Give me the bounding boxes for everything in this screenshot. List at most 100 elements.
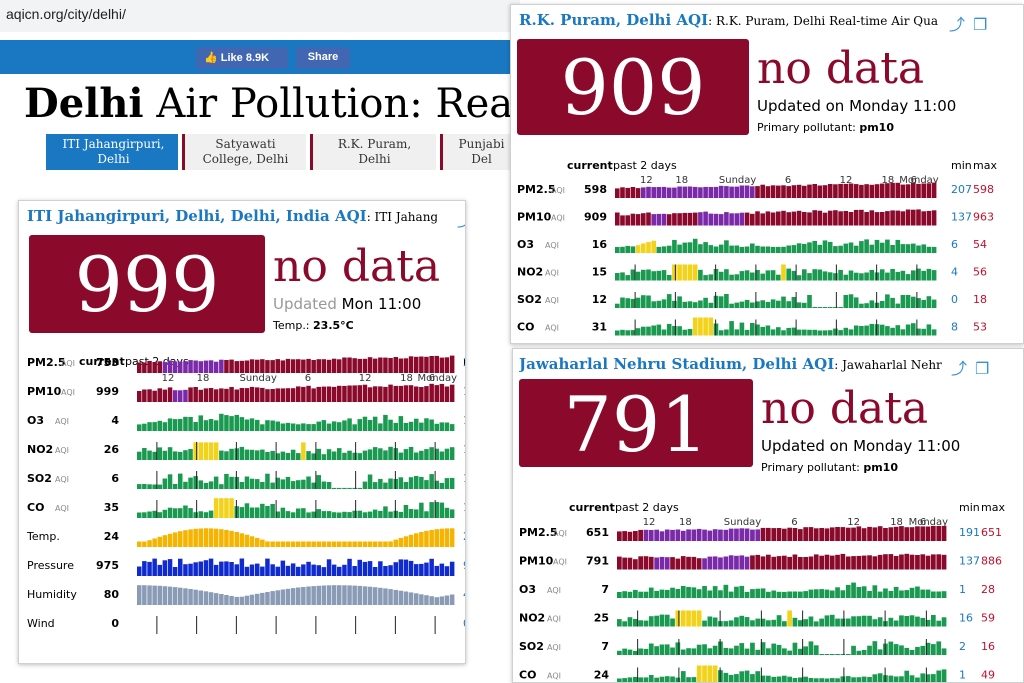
current-value: 999	[96, 385, 119, 398]
history-bar	[864, 212, 869, 226]
history-bar	[342, 564, 347, 576]
history-bar	[707, 530, 713, 541]
history-bar	[347, 418, 352, 431]
station-title[interactable]: R.K. Puram, Delhi AQI: R.K. Puram, Delhi…	[519, 11, 949, 29]
history-bar	[864, 325, 869, 336]
station-title[interactable]: ITI Jahangirpuri, Delhi, Delhi, India AQ…	[27, 207, 437, 225]
tab-line2: Del	[471, 152, 492, 166]
tab-line1: R.K. Puram,	[337, 137, 412, 151]
history-bar	[444, 357, 450, 373]
history-bar	[424, 449, 429, 460]
history-bar	[352, 452, 357, 460]
history-bar	[696, 665, 702, 682]
history-bar	[651, 301, 656, 308]
history-bar	[648, 530, 654, 541]
history-bar	[280, 541, 286, 547]
history-bar	[444, 478, 450, 489]
history-bar	[265, 420, 270, 431]
min-value: 1	[463, 472, 466, 485]
history-bar	[723, 529, 729, 541]
history-bar	[306, 512, 311, 518]
history-bar	[316, 585, 321, 605]
history-bar	[244, 566, 250, 576]
history-bar	[859, 241, 864, 253]
history-bar	[791, 297, 797, 308]
history-bar	[249, 359, 255, 373]
history-bar	[920, 673, 926, 682]
history-bar	[890, 245, 895, 253]
tab-iti-jahangirpuri[interactable]: ITI Jahangirpuri, Delhi	[46, 134, 178, 170]
history-bar	[822, 240, 828, 253]
history-bar	[193, 512, 198, 518]
time-tick-label: 12	[162, 373, 175, 384]
history-bar	[444, 566, 450, 576]
history-bar	[822, 307, 828, 308]
history-bar	[627, 617, 633, 627]
history-bar	[926, 324, 932, 336]
history-bar	[792, 591, 798, 598]
windows-icon[interactable]: ❐	[975, 359, 990, 378]
history-bar	[306, 541, 311, 547]
history-bar	[796, 184, 802, 198]
history-bar	[398, 385, 404, 402]
history-bar	[781, 185, 786, 198]
history-bar	[625, 215, 630, 226]
history-bar	[890, 182, 895, 198]
updated-time: Updated Mon 11:00	[273, 295, 421, 313]
history-bar	[290, 481, 296, 489]
station-name[interactable]: Jawaharlal Nehru Stadium, Delhi	[519, 355, 798, 373]
history-bar	[620, 297, 625, 308]
history-bar	[408, 560, 414, 576]
history-bar	[936, 670, 942, 682]
history-bar	[439, 483, 445, 489]
history-bar	[630, 213, 636, 226]
share-icon[interactable]: ⤴	[949, 15, 966, 34]
tab-punjabi-bagh[interactable]: Punjabi Del	[440, 134, 520, 170]
history-bar	[702, 665, 707, 682]
station-name[interactable]: R.K. Puram, Delhi	[519, 11, 672, 29]
history-bar	[167, 360, 173, 373]
history-bar	[347, 450, 352, 460]
url-text[interactable]: aqicn.org/city/delhi/	[6, 6, 126, 22]
history-bar	[193, 562, 198, 576]
history-bar	[760, 675, 766, 682]
history-bar	[760, 642, 766, 655]
time-tick-label: Monday	[418, 373, 458, 384]
history-bar	[244, 360, 250, 373]
share-icon[interactable]: ⤴	[457, 207, 465, 231]
history-bar	[856, 677, 862, 682]
min-value: 207	[951, 183, 972, 196]
station-name[interactable]: ITI Jahangirpuri, Delhi, Delhi, India	[27, 207, 330, 225]
max-value: 56	[973, 266, 987, 279]
tab-rk-puram[interactable]: R.K. Puram, Delhi	[310, 134, 436, 170]
history-bar	[178, 390, 183, 402]
history-bar	[383, 566, 388, 576]
history-bar	[916, 183, 921, 198]
history-bar	[439, 502, 445, 518]
history-bar	[188, 417, 193, 431]
history-bar	[941, 591, 947, 598]
history-bar	[936, 526, 942, 541]
history-bar	[615, 330, 620, 336]
history-bar	[342, 385, 347, 402]
history-bar	[275, 421, 280, 431]
windows-icon[interactable]: ❐	[973, 15, 988, 34]
address-bar[interactable]: aqicn.org/city/delhi/	[0, 0, 520, 32]
pollutant-name: PM10	[27, 385, 62, 398]
history-bar	[744, 591, 750, 598]
history-bar	[822, 271, 828, 281]
history-bar	[755, 211, 760, 226]
history-bar	[167, 507, 173, 518]
station-title[interactable]: Jawaharlal Nehru Stadium, Delhi AQI: Jaw…	[519, 355, 949, 373]
share-icon[interactable]: ⤴	[951, 359, 968, 378]
history-bar	[646, 326, 651, 336]
history-bar	[224, 498, 229, 518]
history-bar	[142, 561, 147, 576]
history-bar	[646, 295, 651, 308]
tab-satyawati-college[interactable]: Satyawati College, Delhi	[182, 134, 306, 170]
history-bar	[682, 329, 688, 336]
history-bar	[152, 538, 157, 547]
like-button[interactable]: 👍 Like 8.9K	[196, 47, 288, 69]
history-bar	[807, 295, 812, 308]
share-button[interactable]: Share	[296, 47, 350, 69]
